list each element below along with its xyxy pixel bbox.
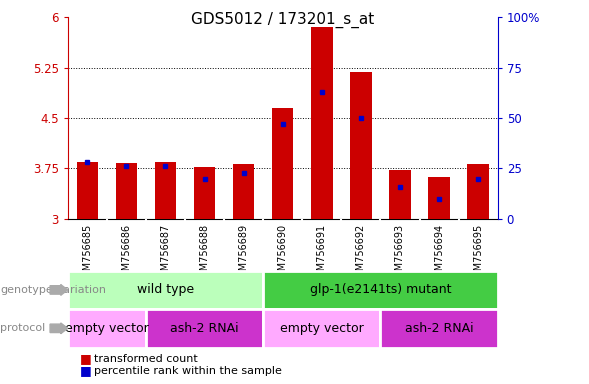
- Text: GSM756686: GSM756686: [121, 224, 131, 283]
- Bar: [468, 164, 489, 219]
- Text: ash-2 RNAi: ash-2 RNAi: [405, 322, 474, 335]
- Text: GSM756685: GSM756685: [82, 224, 92, 283]
- Bar: [263, 309, 380, 348]
- Text: GSM756693: GSM756693: [395, 224, 405, 283]
- Bar: [194, 167, 216, 219]
- Text: empty vector: empty vector: [65, 322, 148, 335]
- Text: glp-1(e2141ts) mutant: glp-1(e2141ts) mutant: [310, 283, 451, 296]
- Bar: [380, 309, 498, 348]
- Text: ■: ■: [80, 353, 91, 366]
- Text: GSM756691: GSM756691: [317, 224, 327, 283]
- Bar: [272, 108, 293, 219]
- Bar: [77, 162, 98, 219]
- Bar: [311, 27, 333, 219]
- Text: GSM756687: GSM756687: [160, 224, 170, 283]
- Text: GSM756694: GSM756694: [434, 224, 444, 283]
- Bar: [68, 309, 146, 348]
- Bar: [350, 73, 372, 219]
- Bar: [155, 162, 176, 219]
- Text: GSM756689: GSM756689: [239, 224, 249, 283]
- Text: ■: ■: [80, 364, 91, 377]
- Text: wild type: wild type: [137, 283, 194, 296]
- Text: ash-2 RNAi: ash-2 RNAi: [170, 322, 239, 335]
- Text: GSM756692: GSM756692: [356, 224, 366, 283]
- Text: GSM756688: GSM756688: [200, 224, 210, 283]
- Text: percentile rank within the sample: percentile rank within the sample: [94, 366, 282, 376]
- Bar: [428, 177, 450, 219]
- Bar: [389, 170, 411, 219]
- Text: protocol: protocol: [0, 323, 45, 333]
- Text: GDS5012 / 173201_s_at: GDS5012 / 173201_s_at: [191, 12, 375, 28]
- Bar: [263, 271, 498, 309]
- Bar: [146, 309, 263, 348]
- Text: transformed count: transformed count: [94, 354, 198, 364]
- Text: GSM756690: GSM756690: [278, 224, 287, 283]
- Text: GSM756695: GSM756695: [473, 224, 483, 283]
- Bar: [68, 271, 263, 309]
- Bar: [115, 163, 137, 219]
- Bar: [233, 164, 254, 219]
- Text: genotype/variation: genotype/variation: [0, 285, 106, 295]
- Text: empty vector: empty vector: [280, 322, 363, 335]
